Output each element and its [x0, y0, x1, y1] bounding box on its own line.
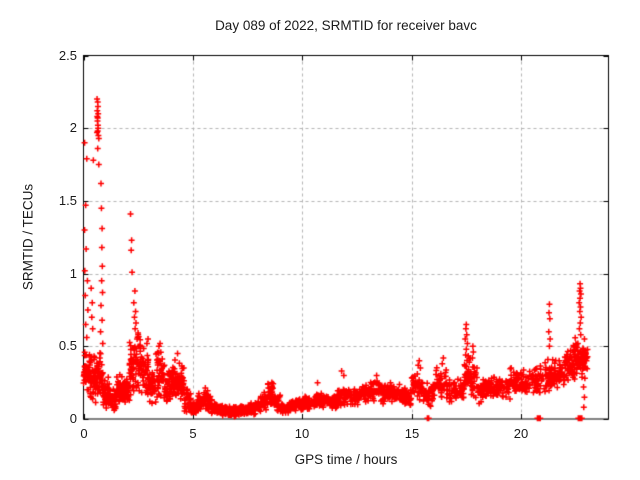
y-tick-label-0: 0 — [69, 411, 77, 426]
y-tick-label-2: 2 — [69, 120, 77, 135]
x-axis-label: GPS time / hours — [294, 452, 398, 467]
y-tick-label-2_5: 2.5 — [58, 48, 77, 63]
x-tick-label-20: 20 — [513, 426, 529, 441]
x-tick-label-10: 10 — [294, 426, 310, 441]
x-tick-label-0: 0 — [80, 426, 88, 441]
y-tick-label-0_5: 0.5 — [58, 338, 77, 353]
x-tick-label-5: 5 — [189, 426, 197, 441]
chart-title: Day 089 of 2022, SRMTID for receiver bav… — [215, 18, 477, 33]
y-tick-label-1: 1 — [69, 266, 77, 281]
x-tick-label-15: 15 — [404, 426, 420, 441]
y-tick-label-1_5: 1.5 — [58, 193, 77, 208]
